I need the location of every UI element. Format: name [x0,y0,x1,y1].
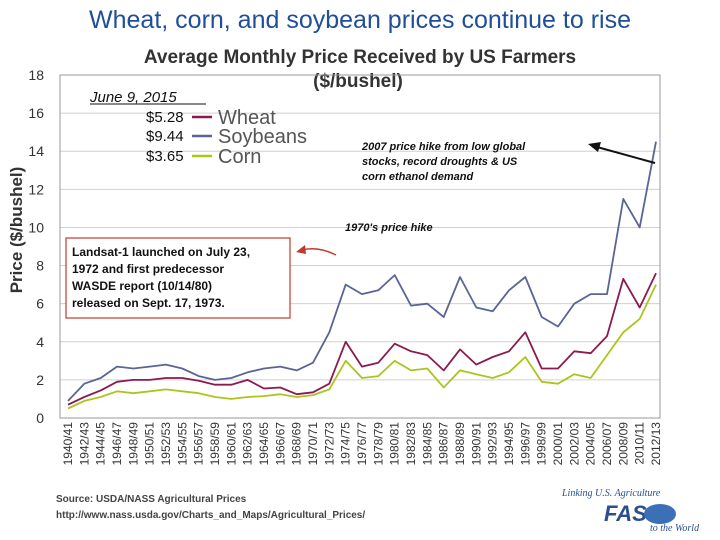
series-line-corn [67,284,657,410]
x-tick-label: 1940/41 [61,422,75,466]
y-tick-label: 6 [36,296,44,312]
x-tick-label: 1978/79 [371,422,385,466]
legend-price-wheat: $5.28 [146,109,184,126]
y-tick-label: 12 [28,181,44,197]
x-tick-label: 1984/85 [420,422,434,466]
x-tick-label: 2006/07 [600,422,614,466]
y-axis-label: Price ($/bushel) [7,167,26,294]
x-tick-label: 1964/65 [257,422,271,466]
source-url: http://www.nass.usda.gov/Charts_and_Maps… [56,510,365,521]
x-tick-label: 1960/61 [224,422,238,466]
annotation-landsat-box [65,237,291,319]
annotation-2007-line3: corn ethanol demand [362,171,474,183]
y-tick-label: 8 [36,258,44,274]
legend-price-corn: $3.65 [146,148,184,165]
x-tick-label: 1952/53 [159,422,173,466]
legend-name-wheat: Wheat [218,107,276,129]
annotation-1970s: 1970's price hike [345,222,433,234]
x-tick-label: 1958/59 [208,422,222,466]
series-line-wheat [67,272,657,406]
annotation-landsat-line2: 1972 and first predecessor [72,262,224,276]
y-tick-label: 2 [36,372,44,388]
x-tick-label: 1998/99 [535,422,549,466]
y-tick-label: 18 [28,67,44,83]
legend-price-soybeans: $9.44 [146,128,184,145]
x-tick-label: 1988/89 [453,422,467,466]
x-tick-label: 2012/13 [649,422,663,466]
annotation-landsat-arrowhead [296,245,306,254]
legend-date: June 9, 2015 [89,89,177,106]
x-tick-label: 2004/05 [584,422,598,466]
x-tick-label: 1962/63 [241,422,255,466]
y-tick-label: 16 [28,105,44,121]
legend-name-soybeans: Soybeans [218,126,307,148]
logo-tail: to the World [650,523,700,534]
plot-frame [59,74,661,419]
x-tick-label: 1982/83 [404,422,418,466]
x-tick-label: 1996/97 [518,422,532,466]
x-tick-label: 1946/47 [110,422,124,466]
chart-title: Average Monthly Price Received by US Far… [144,47,576,68]
globe-icon [644,504,676,524]
x-tick-label: 1950/51 [143,422,157,466]
logo-tagline: Linking U.S. Agriculture [561,488,661,499]
x-tick-label: 1980/81 [388,422,402,466]
x-tick-label: 1954/55 [175,422,189,466]
annotation-2007-line2: stocks, record droughts & US [362,156,518,168]
fas-logo: Linking U.S. Agriculture FAS to the Worl… [561,488,700,534]
series-lines [67,141,657,410]
y-tick-label: 0 [36,410,44,426]
x-tick-label: 1990/91 [469,422,483,466]
annotation-2007-line1: 2007 price hike from low global [361,141,526,153]
x-tick-label: 1976/77 [355,422,369,466]
x-tick-label: 2008/09 [616,422,630,466]
x-tick-label: 1944/45 [94,422,108,466]
x-tick-label: 2000/01 [551,422,565,466]
legend: June 9, 2015 $5.28 Wheat $9.44 Soybeans … [89,89,307,168]
x-axis-ticks: 1940/41 1942/43 1944/45 1946/47 1948/49 1950/… [61,422,663,466]
annotation-landsat-line1: Landsat-1 launched on July 23, [72,245,250,259]
series-line-soybeans [67,141,657,402]
y-tick-label: 4 [36,334,44,350]
x-tick-label: 1974/75 [339,422,353,466]
x-tick-label: 2010/11 [633,422,647,465]
legend-name-corn: Corn [218,146,261,168]
source-text: Source: USDA/NASS Agricultural Prices [56,494,247,505]
x-tick-label: 1966/67 [273,422,287,466]
x-tick-label: 1994/95 [502,422,516,466]
x-tick-label: 2002/03 [567,422,581,466]
annotation-landsat-line3: WASDE report (10/14/80) [72,279,212,293]
chart-subtitle: ($/bushel) [313,71,403,92]
annotation-landsat-arrow [301,248,337,256]
annotation-2007-arrowhead [588,142,601,152]
logo-fas: FAS [604,501,647,526]
annotation-2007-arrow [596,146,656,164]
x-tick-label: 1956/57 [192,422,206,466]
annotation-landsat-line4: released on Sept. 17, 1973. [72,296,225,310]
y-tick-label: 10 [28,219,44,235]
x-tick-label: 1992/93 [486,422,500,466]
annotation-2007: 2007 price hike from low global stocks, … [361,141,656,183]
y-tick-label: 14 [28,143,44,159]
x-tick-label: 1948/49 [126,422,140,466]
annotation-landsat: Landsat-1 launched on July 23, 1972 and … [65,237,337,319]
x-tick-label: 1972/73 [322,422,336,466]
y-axis-ticks: 0 2 4 6 8 10 12 14 16 18 [28,67,44,426]
x-tick-label: 1970/71 [306,422,320,466]
x-tick-label: 1968/69 [290,422,304,466]
x-tick-label: 1986/87 [437,422,451,466]
slide-title: Wheat, corn, and soybean prices continue… [89,6,631,34]
x-tick-label: 1942/43 [77,422,91,466]
